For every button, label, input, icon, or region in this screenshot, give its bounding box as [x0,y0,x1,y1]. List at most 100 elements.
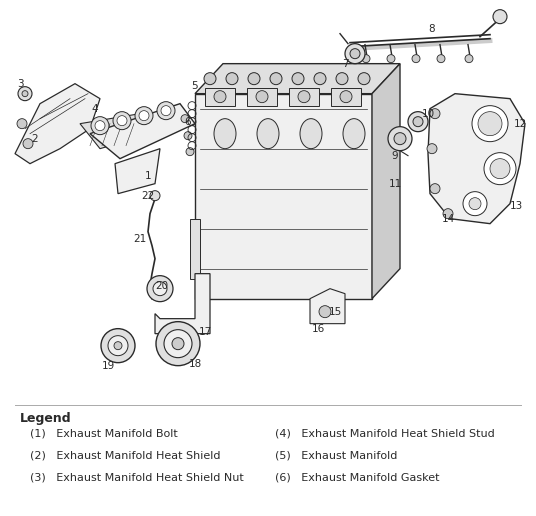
Circle shape [226,73,238,85]
Circle shape [18,87,32,101]
Text: 17: 17 [198,327,212,336]
Circle shape [101,329,135,363]
Text: 16: 16 [311,324,325,334]
Circle shape [336,73,348,85]
Circle shape [186,148,194,156]
Circle shape [394,133,406,144]
Circle shape [350,49,360,59]
Circle shape [157,102,175,120]
Polygon shape [310,288,345,324]
Circle shape [181,115,189,123]
Circle shape [427,143,437,154]
Text: 4: 4 [92,104,98,114]
Circle shape [108,336,128,356]
Circle shape [412,55,420,62]
Circle shape [319,305,331,318]
Circle shape [184,132,192,140]
Circle shape [388,126,412,151]
Text: 14: 14 [441,214,455,223]
Circle shape [358,73,370,85]
Circle shape [153,282,167,296]
Polygon shape [190,219,200,279]
Polygon shape [289,88,319,106]
Circle shape [117,116,127,126]
Circle shape [256,91,268,103]
Polygon shape [247,88,277,106]
Circle shape [248,73,260,85]
Text: (3)   Exhaust Manifold Heat Shield Nut: (3) Exhaust Manifold Heat Shield Nut [30,473,244,482]
Circle shape [17,119,27,128]
Circle shape [387,55,395,62]
Text: 2: 2 [32,134,38,143]
Circle shape [340,91,352,103]
Ellipse shape [300,119,322,149]
Circle shape [164,330,192,358]
Polygon shape [155,273,210,334]
Circle shape [469,198,481,209]
Circle shape [23,139,33,149]
Text: Legend: Legend [20,412,72,425]
Circle shape [135,107,153,125]
Polygon shape [115,149,160,194]
Text: (5)   Exhaust Manifold: (5) Exhaust Manifold [275,451,397,461]
Text: (6)   Exhaust Manifold Gasket: (6) Exhaust Manifold Gasket [275,473,440,482]
Polygon shape [331,88,361,106]
Polygon shape [205,88,235,106]
Circle shape [430,184,440,194]
Circle shape [362,55,370,62]
Polygon shape [90,104,195,158]
Ellipse shape [257,119,279,149]
Circle shape [472,106,508,142]
Circle shape [443,208,453,219]
Polygon shape [80,114,145,149]
Circle shape [204,73,216,85]
Polygon shape [195,94,372,299]
Circle shape [314,73,326,85]
Circle shape [345,44,365,63]
Text: 13: 13 [509,201,523,211]
Text: (2)   Exhaust Manifold Heat Shield: (2) Exhaust Manifold Heat Shield [30,451,220,461]
Text: (4)   Exhaust Manifold Heat Shield Stud: (4) Exhaust Manifold Heat Shield Stud [275,429,495,439]
Text: 1: 1 [145,171,151,181]
Text: 22: 22 [142,190,154,201]
Circle shape [437,55,445,62]
Circle shape [156,321,200,366]
Circle shape [139,110,149,121]
Circle shape [161,106,171,116]
Polygon shape [428,94,525,223]
Text: 3: 3 [17,78,23,89]
Ellipse shape [343,119,365,149]
Circle shape [91,117,109,135]
Text: 5: 5 [192,80,198,91]
Ellipse shape [214,119,236,149]
Text: (1)   Exhaust Manifold Bolt: (1) Exhaust Manifold Bolt [30,429,178,439]
Circle shape [22,91,28,96]
Circle shape [465,55,473,62]
Circle shape [413,117,423,126]
Text: 6: 6 [185,117,191,126]
Circle shape [172,337,184,350]
Circle shape [113,111,131,130]
Text: 9: 9 [392,151,398,160]
Polygon shape [195,63,400,94]
Circle shape [150,190,160,201]
Circle shape [463,191,487,216]
Text: 11: 11 [389,179,401,189]
Text: 18: 18 [188,359,202,368]
Text: 19: 19 [101,361,115,370]
Text: 21: 21 [133,234,147,244]
Text: 8: 8 [429,24,435,34]
Circle shape [493,10,507,24]
Circle shape [95,121,105,131]
Text: 15: 15 [329,307,341,317]
Circle shape [490,158,510,179]
Circle shape [430,109,440,119]
Circle shape [478,111,502,136]
Circle shape [298,91,310,103]
Circle shape [484,153,516,185]
Circle shape [408,111,428,132]
Circle shape [147,276,173,302]
Text: 12: 12 [513,119,527,128]
Polygon shape [15,84,100,164]
Circle shape [270,73,282,85]
